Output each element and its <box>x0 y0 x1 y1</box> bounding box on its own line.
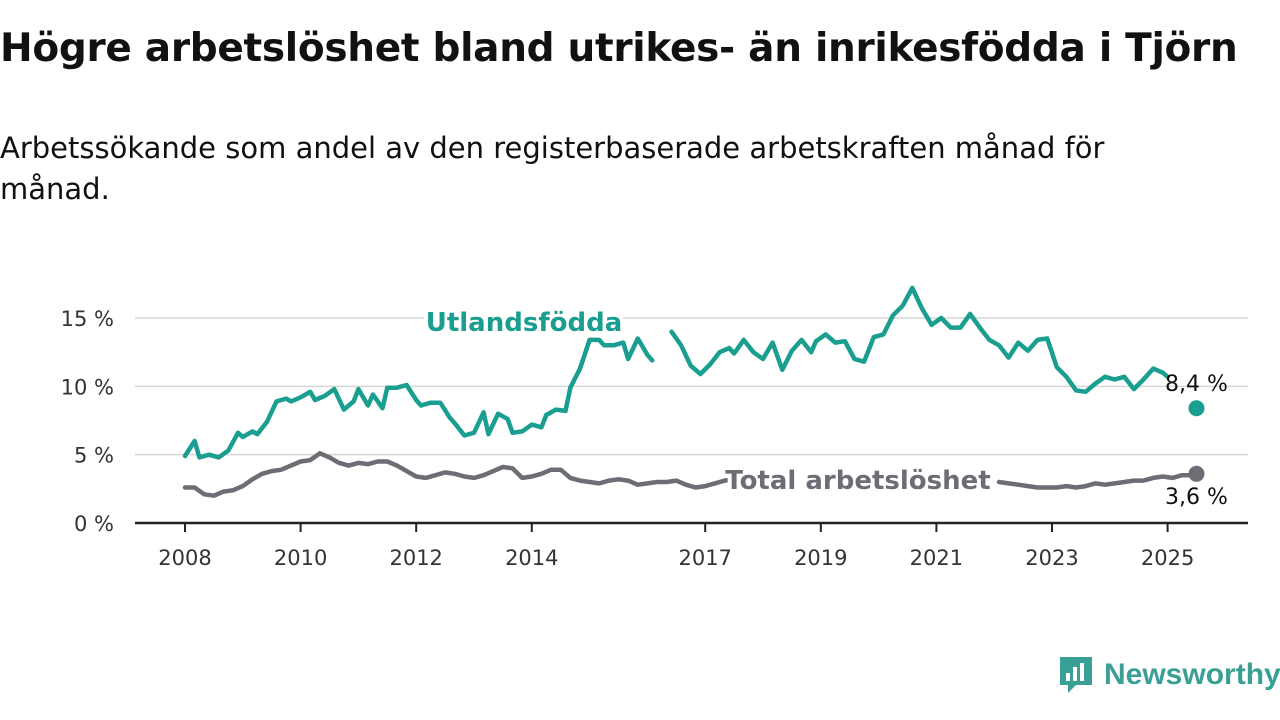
series-label: Utlandsfödda <box>426 308 623 338</box>
end-point-marker <box>1188 465 1205 482</box>
y-tick-label: 15 % <box>61 307 114 331</box>
series-line-utlandsfodda-1 <box>669 285 1170 395</box>
chart-labels: 0 % 5 % 10 % 15 % 2008 2010 2012 2014 2017 2019 20… <box>61 304 1228 570</box>
chart-subtitle: Arbetssökande som andel av den registerb… <box>0 131 1105 206</box>
y-tick-label: 0 % <box>74 512 114 536</box>
series-label-halo: Utlandsfödda <box>426 308 623 338</box>
x-tick-label: 2019 <box>794 546 847 570</box>
series-label: Total arbetslöshet <box>725 466 990 496</box>
x-tick-label: 2012 <box>389 546 442 570</box>
end-value-label: 3,6 % <box>1165 485 1228 510</box>
end-value-label: 8,4 % <box>1165 372 1228 397</box>
y-tick-label: 5 % <box>74 444 114 468</box>
x-tick-label: 2025 <box>1141 546 1194 570</box>
x-tick-label: 2017 <box>678 546 731 570</box>
brand-logo: Newsworthy <box>1058 654 1280 696</box>
newsworthy-logo-icon <box>1060 657 1092 693</box>
series-line-total-0 <box>182 451 795 498</box>
x-tick-label: 2023 <box>1025 546 1078 570</box>
end-point-marker <box>1188 400 1205 417</box>
x-tick-label: 2021 <box>910 546 963 570</box>
x-tick-label: 2008 <box>158 546 211 570</box>
x-tick-label: 2014 <box>505 546 558 570</box>
brand-name: Newsworthy <box>1104 658 1280 691</box>
grid-lines <box>135 317 1248 532</box>
series-layer <box>182 285 1205 498</box>
x-tick-label: 2010 <box>274 546 327 570</box>
y-tick-label: 10 % <box>61 375 114 399</box>
series-line-utlandsfodda-0 <box>182 336 655 460</box>
series-label-halo: Total arbetslöshet <box>725 466 990 496</box>
series-line-total-1 <box>996 471 1199 490</box>
chart-title: Högre arbetslöshet bland utrikes- än inr… <box>0 26 1238 71</box>
